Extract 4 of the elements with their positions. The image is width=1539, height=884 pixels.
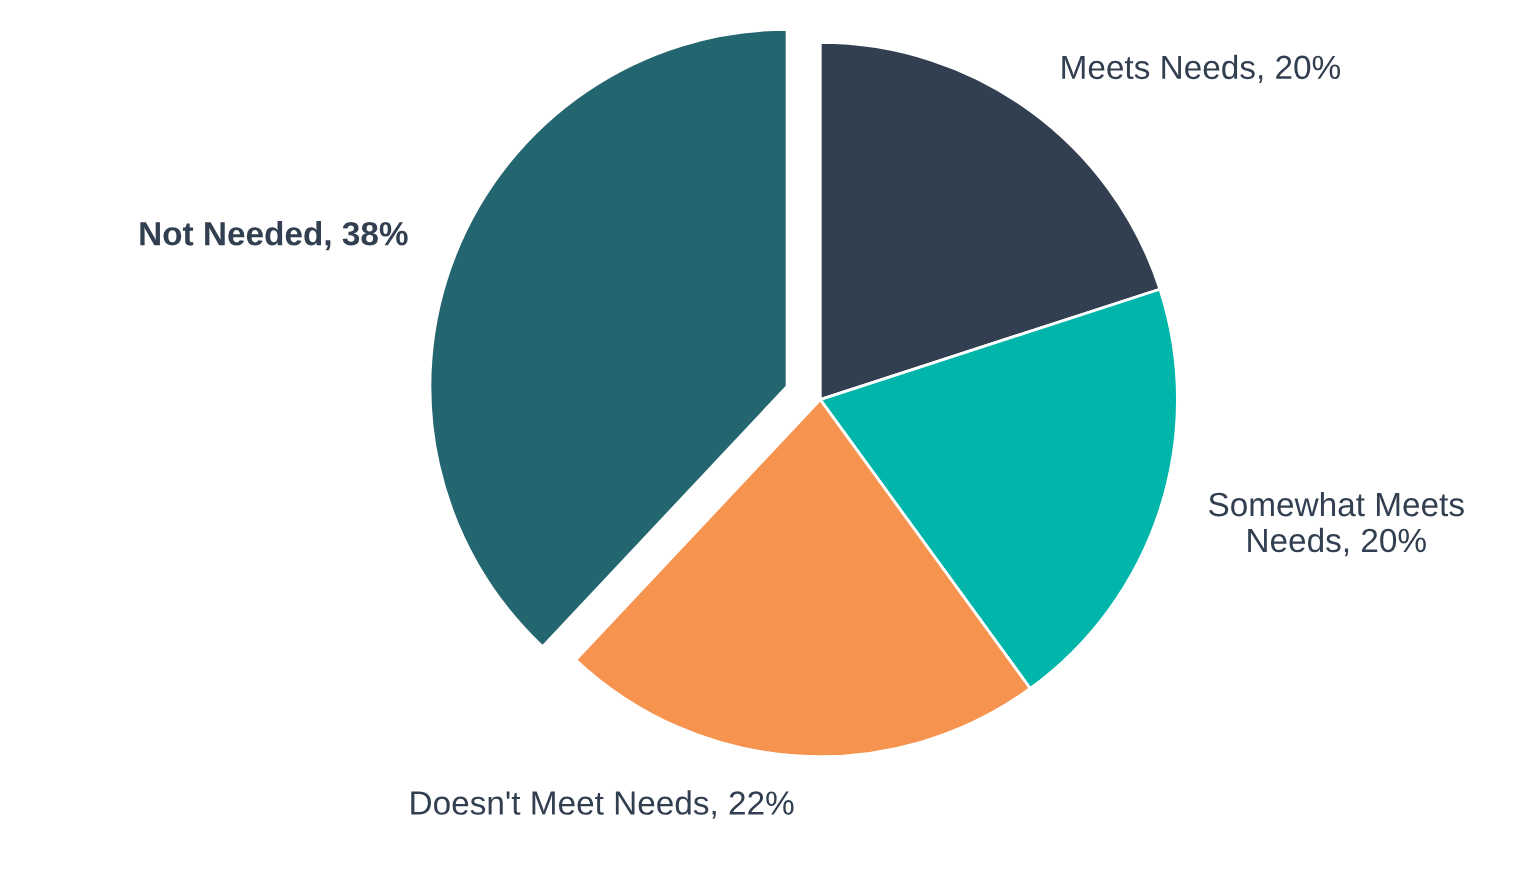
slice-label: Meets Needs, 20% bbox=[1062, 54, 1341, 84]
slice-label: Not Needed, 38% bbox=[140, 221, 408, 251]
slice-label: Doesn't Meet Needs, 22% bbox=[411, 790, 794, 819]
slice-label: Somewhat Meets Needs, 20% bbox=[1209, 491, 1464, 557]
